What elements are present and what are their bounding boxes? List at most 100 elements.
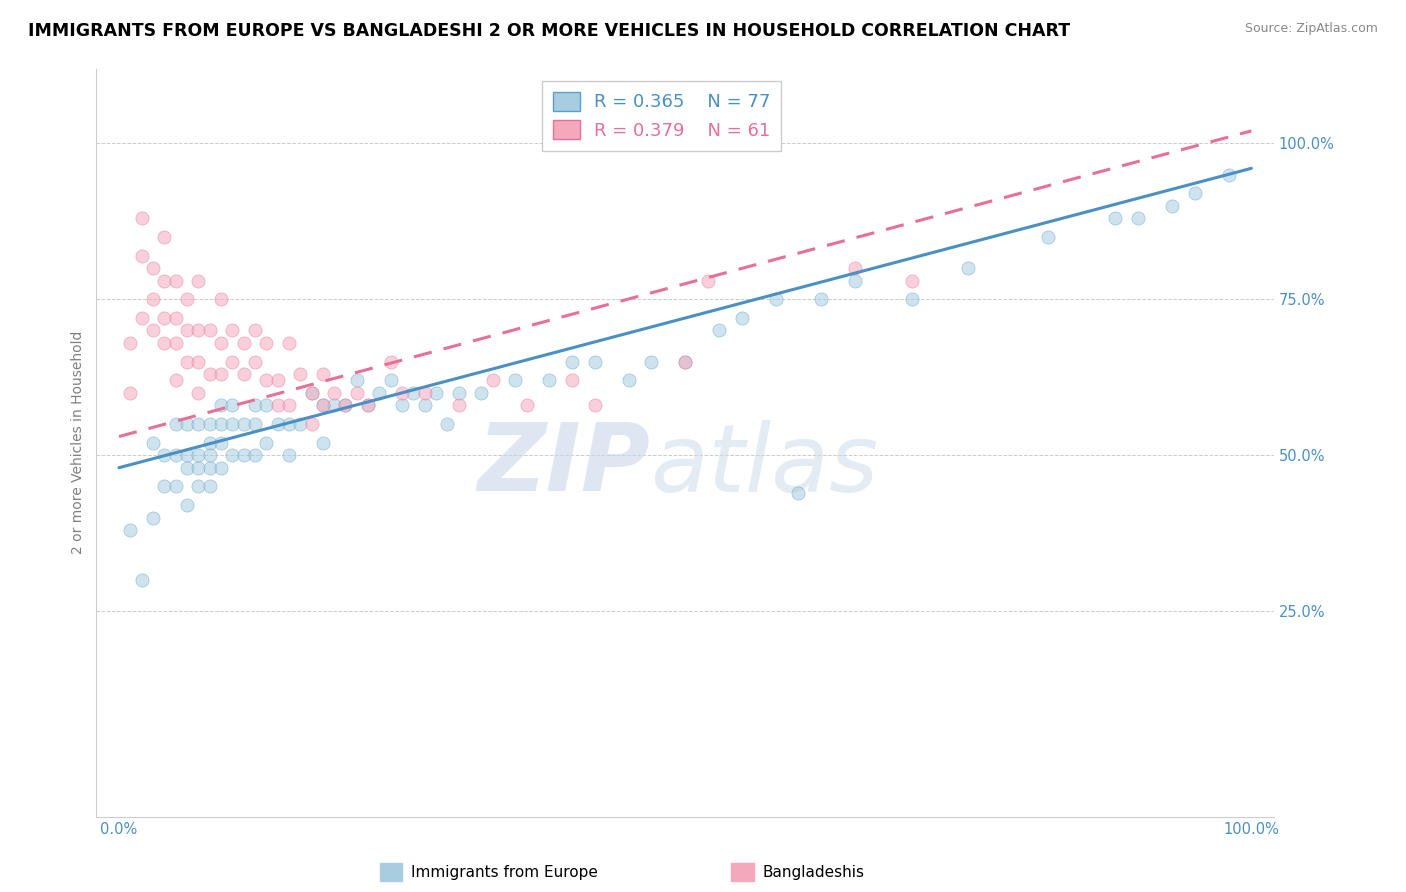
Point <box>357 398 380 412</box>
Point <box>673 354 696 368</box>
Point <box>323 385 346 400</box>
Point <box>266 373 288 387</box>
Point <box>165 373 187 387</box>
Point <box>243 324 266 338</box>
Point <box>1218 168 1240 182</box>
Point <box>312 435 335 450</box>
Point <box>301 385 323 400</box>
Point <box>176 448 198 462</box>
Point <box>707 324 730 338</box>
Point <box>357 398 380 412</box>
Point <box>538 373 561 387</box>
Point <box>380 373 402 387</box>
Text: Source: ZipAtlas.com: Source: ZipAtlas.com <box>1244 22 1378 36</box>
Point <box>187 324 209 338</box>
Point <box>209 335 232 350</box>
Point <box>583 354 606 368</box>
Point <box>844 261 866 276</box>
Point <box>198 417 221 431</box>
Point <box>165 335 187 350</box>
Text: Immigrants from Europe: Immigrants from Europe <box>411 865 598 880</box>
Point <box>312 367 335 381</box>
Point <box>243 398 266 412</box>
Point <box>323 398 346 412</box>
Point <box>402 385 425 400</box>
Point <box>198 479 221 493</box>
Point <box>617 373 640 387</box>
Point <box>505 373 527 387</box>
Point <box>346 385 368 400</box>
Point <box>346 373 368 387</box>
Point <box>288 367 311 381</box>
Point <box>176 498 198 512</box>
Point <box>254 398 277 412</box>
Point <box>266 417 288 431</box>
Point <box>221 448 243 462</box>
Point <box>810 293 832 307</box>
Point <box>436 417 458 431</box>
Point <box>187 448 209 462</box>
Point <box>153 311 176 326</box>
Point <box>198 324 221 338</box>
Point <box>277 335 299 350</box>
Text: IMMIGRANTS FROM EUROPE VS BANGLADESHI 2 OR MORE VEHICLES IN HOUSEHOLD CORRELATIO: IMMIGRANTS FROM EUROPE VS BANGLADESHI 2 … <box>28 22 1070 40</box>
Point <box>142 510 165 524</box>
Point <box>187 354 209 368</box>
Point <box>1161 199 1184 213</box>
Point <box>232 367 254 381</box>
Point <box>198 435 221 450</box>
Point <box>1104 211 1126 226</box>
Point <box>254 435 277 450</box>
Point <box>232 335 254 350</box>
Point <box>221 354 243 368</box>
Point <box>765 293 787 307</box>
Point <box>131 249 153 263</box>
Point <box>787 485 810 500</box>
Point <box>209 367 232 381</box>
Point <box>481 373 503 387</box>
Point <box>391 385 413 400</box>
Point <box>198 448 221 462</box>
Point <box>583 398 606 412</box>
Point <box>142 293 165 307</box>
Point <box>447 385 470 400</box>
Point <box>120 335 142 350</box>
Point <box>153 230 176 244</box>
Point <box>696 274 718 288</box>
Point <box>335 398 357 412</box>
Point <box>131 211 153 226</box>
Point <box>153 479 176 493</box>
Point <box>187 385 209 400</box>
Point <box>198 367 221 381</box>
Point <box>640 354 662 368</box>
Point <box>131 311 153 326</box>
Point <box>254 335 277 350</box>
Point <box>209 398 232 412</box>
Point <box>209 417 232 431</box>
Text: Bangladeshis: Bangladeshis <box>762 865 865 880</box>
Point <box>301 385 323 400</box>
Point <box>187 274 209 288</box>
Point <box>120 523 142 537</box>
Point <box>368 385 391 400</box>
Point <box>221 324 243 338</box>
Point <box>153 448 176 462</box>
Point <box>254 373 277 387</box>
Point <box>516 398 538 412</box>
Y-axis label: 2 or more Vehicles in Household: 2 or more Vehicles in Household <box>72 331 86 555</box>
Point <box>447 398 470 412</box>
Point <box>277 448 299 462</box>
Point <box>176 417 198 431</box>
Point <box>187 460 209 475</box>
Point <box>165 274 187 288</box>
Point <box>198 460 221 475</box>
Point <box>470 385 492 400</box>
Point <box>301 417 323 431</box>
Point <box>380 354 402 368</box>
Point <box>900 274 922 288</box>
Legend: R = 0.365    N = 77, R = 0.379    N = 61: R = 0.365 N = 77, R = 0.379 N = 61 <box>541 81 782 151</box>
Point <box>187 479 209 493</box>
Point <box>561 373 583 387</box>
Point <box>142 324 165 338</box>
Point <box>221 398 243 412</box>
